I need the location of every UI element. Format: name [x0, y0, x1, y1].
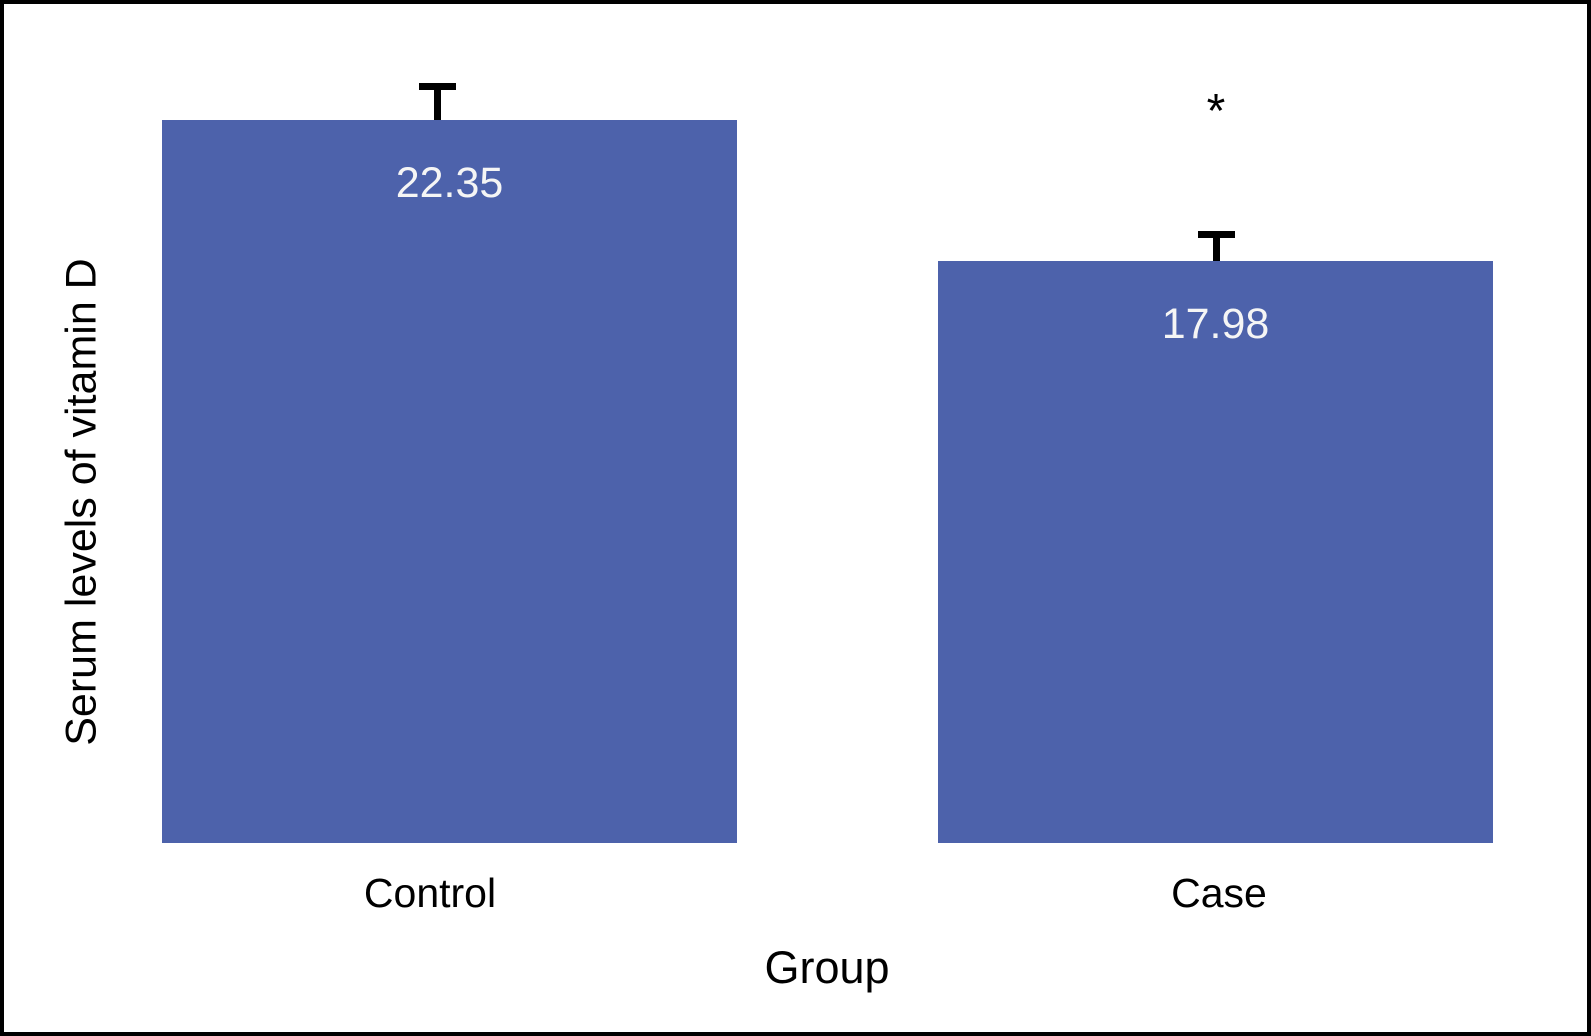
y-axis-label: Serum levels of vitamin D [57, 258, 106, 746]
bar-value-label: 22.35 [395, 159, 504, 207]
category-label-case: Case [1171, 870, 1267, 916]
error-bar-cap [418, 83, 456, 91]
x-axis-label: Group [764, 942, 890, 993]
bar-control: 22.35 [162, 120, 737, 843]
error-bar-line [1212, 238, 1220, 262]
significance-asterisk: * [1206, 85, 1226, 138]
bar-value-label: 17.98 [1161, 300, 1270, 349]
bar-case: 17.98 [938, 261, 1493, 843]
category-label-control: Control [363, 870, 497, 916]
error-bar-line [433, 90, 441, 120]
error-bar-cap [1197, 231, 1235, 239]
